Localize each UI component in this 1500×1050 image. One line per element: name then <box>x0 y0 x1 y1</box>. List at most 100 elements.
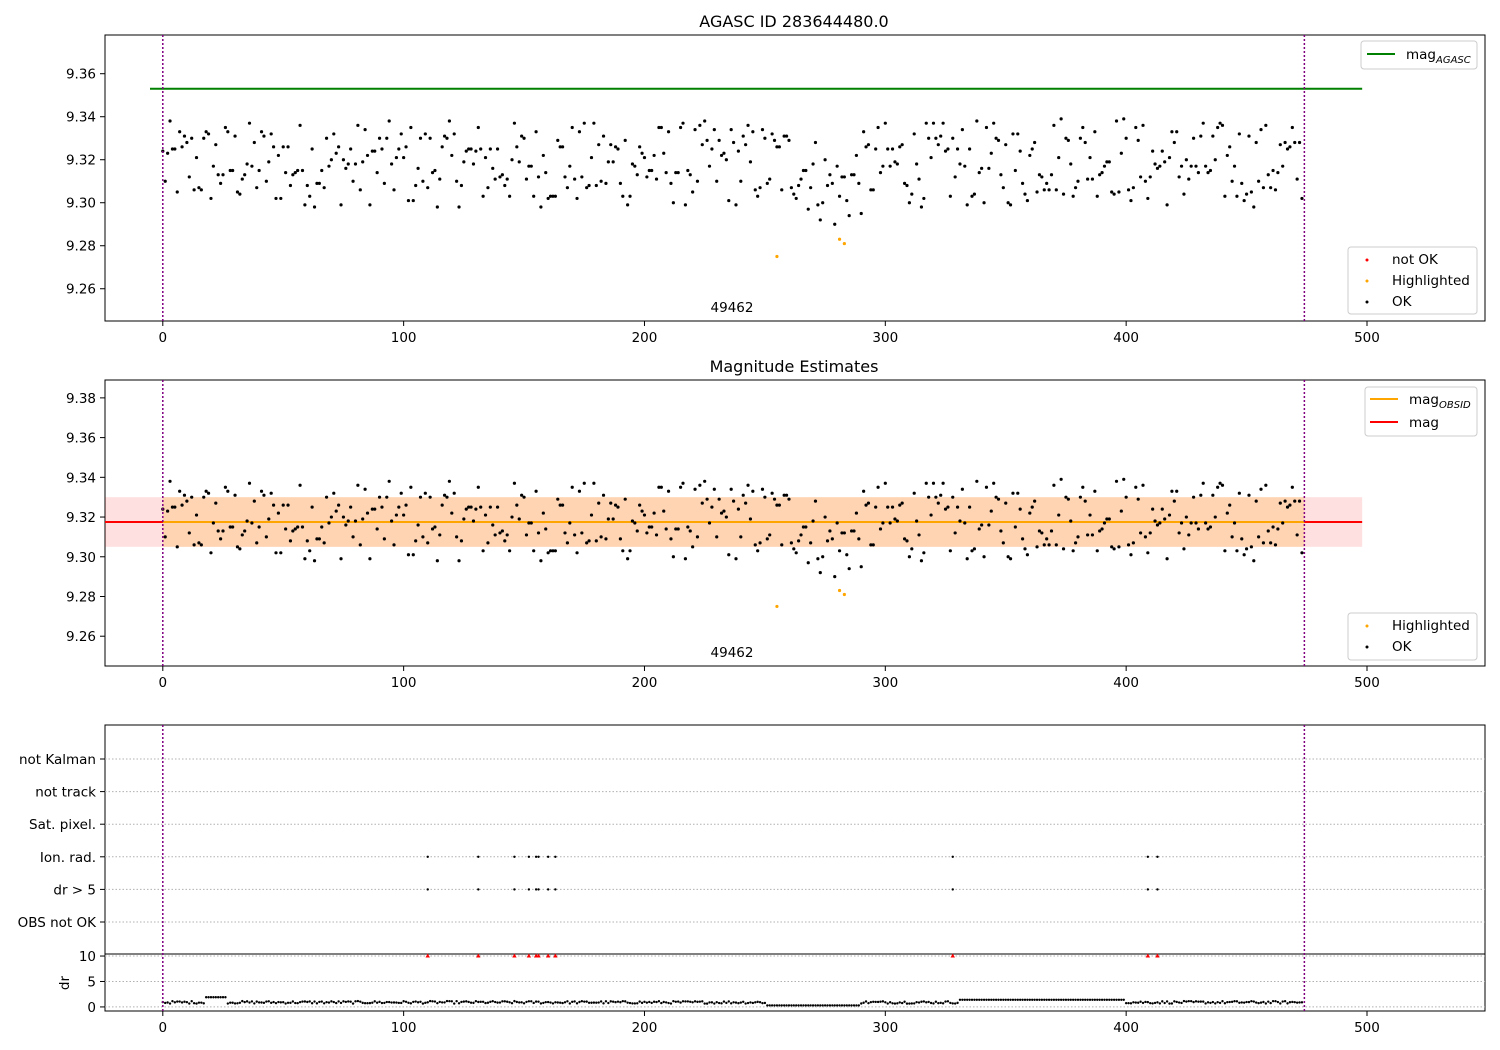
dr-point <box>443 1001 446 1004</box>
ok-point <box>385 495 389 499</box>
dr-point <box>226 1002 230 1005</box>
ok-point <box>1028 511 1032 515</box>
ok-point <box>483 155 488 160</box>
ok-point <box>792 192 796 196</box>
dr-point <box>951 1002 954 1005</box>
dr-point <box>929 1001 933 1005</box>
ok-point <box>758 186 762 190</box>
dr-point <box>860 1002 863 1005</box>
ok-point <box>322 186 326 190</box>
ok-point <box>1281 521 1285 525</box>
ok-point <box>368 203 372 207</box>
ok-point <box>941 121 945 125</box>
legend-box <box>1347 246 1478 315</box>
ok-point <box>284 171 288 175</box>
ok-point <box>589 513 594 517</box>
dr-point <box>773 1004 776 1007</box>
ok-point <box>943 507 948 511</box>
ok-point <box>946 505 950 509</box>
ok-point <box>539 559 543 563</box>
ok-point <box>190 495 194 499</box>
dr-point <box>212 996 215 999</box>
dr-point <box>1035 998 1039 1002</box>
dr-point <box>277 1000 280 1004</box>
ok-point <box>654 177 659 181</box>
ok-point <box>722 151 726 155</box>
flag-category-label: dr > 5 <box>53 882 96 898</box>
ok-point <box>842 175 846 179</box>
dr-point <box>884 1001 887 1004</box>
ok-point <box>402 155 406 160</box>
dr-point <box>775 1004 779 1007</box>
ok-point <box>1165 557 1169 561</box>
dr-point <box>616 1000 620 1003</box>
dr-point <box>286 1001 290 1005</box>
ok-point <box>166 509 170 513</box>
ok-point <box>339 203 343 207</box>
dr-point <box>1069 998 1072 1002</box>
ok-point <box>866 501 871 505</box>
ok-point <box>1035 545 1039 549</box>
dr-point <box>864 1000 868 1003</box>
ok-point <box>243 173 247 177</box>
dr-point <box>917 1001 921 1004</box>
ok-point <box>859 565 863 569</box>
ok-point <box>1139 531 1143 535</box>
ok-point <box>647 525 651 529</box>
dr-point <box>1144 1000 1147 1004</box>
flag-point <box>554 855 557 858</box>
ok-point <box>929 513 933 517</box>
dr-point <box>253 1002 256 1005</box>
ok-point <box>710 505 714 509</box>
ok-point <box>994 136 998 140</box>
ok-point <box>724 515 728 519</box>
ok-point <box>1223 194 1227 198</box>
ok-point <box>604 181 608 185</box>
ok-point <box>1204 521 1208 525</box>
ok-point <box>645 175 649 179</box>
ok-point <box>252 140 256 145</box>
ok-point <box>204 130 208 134</box>
ok-point <box>1167 513 1172 517</box>
dr-point <box>1267 1000 1270 1003</box>
ok-point <box>657 485 661 489</box>
ok-point <box>450 511 454 515</box>
ok-point <box>262 493 266 497</box>
dr-point <box>1264 1002 1268 1005</box>
dr-point <box>925 1001 928 1004</box>
legend-label-obsid: magOBSID <box>1409 392 1471 411</box>
ok-point <box>748 160 753 164</box>
dr-point <box>558 1001 562 1004</box>
ok-point <box>840 531 844 535</box>
ok-point <box>462 160 466 164</box>
dr-point <box>684 1000 687 1003</box>
dr-point <box>869 1000 873 1004</box>
ok-point <box>816 203 820 207</box>
ok-point <box>818 218 822 222</box>
ok-point <box>517 160 521 164</box>
dr-point <box>546 1000 550 1004</box>
y-tick-label: 9.28 <box>66 589 96 605</box>
chart-title: AGASC ID 283644480.0 <box>699 12 888 31</box>
dr-point <box>1293 1000 1296 1004</box>
dr-point <box>823 1004 827 1007</box>
ok-point <box>440 145 444 149</box>
ok-point <box>469 505 473 509</box>
ok-point <box>406 198 411 203</box>
ok-point <box>1057 513 1061 517</box>
ok-point <box>1136 497 1140 501</box>
ok-point <box>544 171 548 175</box>
ok-point <box>922 551 926 555</box>
dr-point <box>963 998 966 1002</box>
ok-point <box>758 541 762 545</box>
dr-point <box>272 1000 275 1004</box>
ok-point <box>1095 194 1099 198</box>
dr-point <box>609 1000 612 1003</box>
dr-point <box>1081 998 1085 1002</box>
ok-point <box>1081 485 1085 489</box>
obsid-label: 49462 <box>711 645 754 661</box>
ok-point <box>984 125 989 130</box>
ok-point <box>813 499 818 503</box>
ok-point <box>888 521 892 525</box>
dr-point <box>1108 998 1111 1002</box>
